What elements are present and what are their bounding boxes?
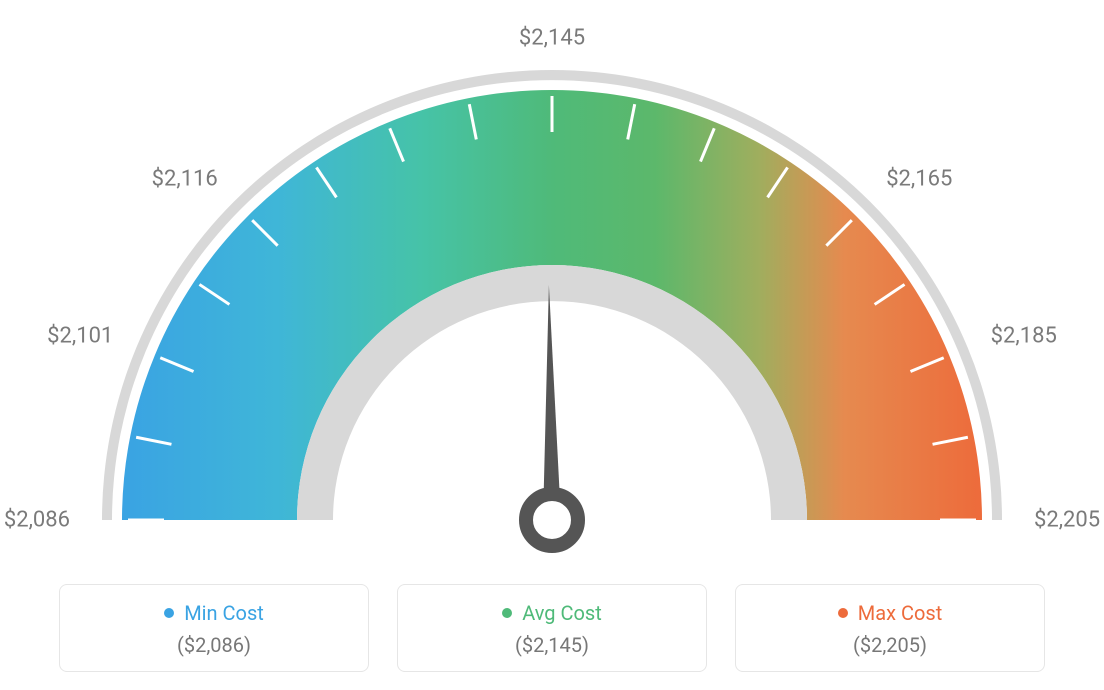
legend-value-max: ($2,205)	[746, 633, 1034, 657]
gauge-tick-label: $2,185	[991, 323, 1057, 348]
gauge-needle-hub	[526, 494, 578, 546]
legend-title-max: Max Cost	[858, 601, 943, 625]
gauge-tick-label: $2,145	[519, 26, 585, 51]
dot-icon	[164, 608, 174, 618]
legend-value-min: ($2,086)	[70, 633, 358, 657]
legend-title-row: Min Cost	[70, 601, 358, 625]
gauge-tick-label: $2,101	[47, 323, 113, 348]
gauge-needle	[543, 285, 561, 520]
legend-card-max: Max Cost ($2,205)	[735, 584, 1045, 672]
legend-title-avg: Avg Cost	[522, 601, 602, 625]
legend-title-row: Avg Cost	[408, 601, 696, 625]
legend-card-avg: Avg Cost ($2,145)	[397, 584, 707, 672]
gauge-tick-label: $2,165	[886, 167, 952, 192]
legend-title-min: Min Cost	[184, 601, 264, 625]
legend-value-avg: ($2,145)	[408, 633, 696, 657]
gauge-tick-label: $2,086	[4, 508, 70, 533]
gauge: $2,086 $2,101 $2,116 $2,145 $2,165 $2,185 $2,2…	[0, 0, 1104, 560]
gauge-tick-label: $2,116	[152, 167, 218, 192]
gauge-tick-label: $2,205	[1034, 508, 1100, 533]
dot-icon	[838, 608, 848, 618]
dot-icon	[502, 608, 512, 618]
gauge-svg	[52, 30, 1052, 570]
legend-title-row: Max Cost	[746, 601, 1034, 625]
gauge-chart-container: $2,086 $2,101 $2,116 $2,145 $2,165 $2,185 $2,2…	[0, 0, 1104, 690]
legend-card-min: Min Cost ($2,086)	[59, 584, 369, 672]
legend-row: Min Cost ($2,086) Avg Cost ($2,145) Max …	[0, 584, 1104, 672]
